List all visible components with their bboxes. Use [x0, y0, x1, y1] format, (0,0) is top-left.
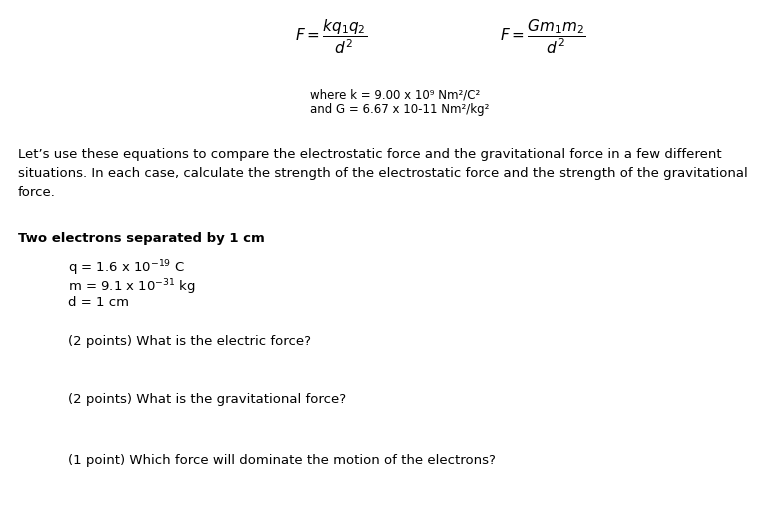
Text: Let’s use these equations to compare the electrostatic force and the gravitation: Let’s use these equations to compare the…: [18, 148, 722, 161]
Text: $\mathit{F} = \dfrac{Gm_1m_2}{d^2}$: $\mathit{F} = \dfrac{Gm_1m_2}{d^2}$: [500, 18, 586, 56]
Text: q = 1.6 x 10$^{-19}$ C: q = 1.6 x 10$^{-19}$ C: [68, 258, 185, 278]
Text: d = 1 cm: d = 1 cm: [68, 296, 129, 309]
Text: where k = 9.00 x 10⁹ Nm²/C²: where k = 9.00 x 10⁹ Nm²/C²: [310, 88, 480, 101]
Text: situations. In each case, calculate the strength of the electrostatic force and : situations. In each case, calculate the …: [18, 167, 747, 180]
Text: force.: force.: [18, 186, 56, 199]
Text: and G = 6.67 x 10-11 Nm²/kg²: and G = 6.67 x 10-11 Nm²/kg²: [310, 103, 490, 116]
Text: m = 9.1 x 10$^{-31}$ kg: m = 9.1 x 10$^{-31}$ kg: [68, 277, 196, 297]
Text: $\mathit{F} = \dfrac{kq_1q_2}{d^2}$: $\mathit{F} = \dfrac{kq_1q_2}{d^2}$: [295, 18, 368, 56]
Text: (2 points) What is the gravitational force?: (2 points) What is the gravitational for…: [68, 393, 346, 406]
Text: (1 point) Which force will dominate the motion of the electrons?: (1 point) Which force will dominate the …: [68, 454, 496, 467]
Text: (2 points) What is the electric force?: (2 points) What is the electric force?: [68, 335, 311, 348]
Text: Two electrons separated by 1 cm: Two electrons separated by 1 cm: [18, 232, 265, 245]
